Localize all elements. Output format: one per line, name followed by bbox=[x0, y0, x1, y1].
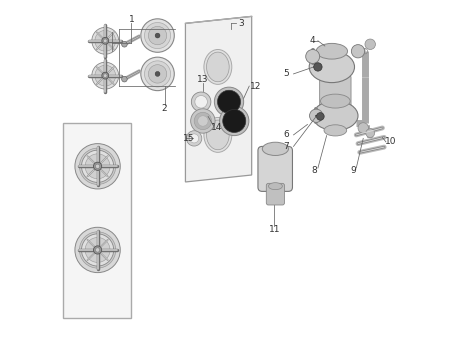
Ellipse shape bbox=[204, 118, 232, 152]
Circle shape bbox=[92, 27, 119, 54]
Ellipse shape bbox=[312, 101, 358, 131]
Circle shape bbox=[93, 162, 102, 170]
Circle shape bbox=[198, 116, 208, 126]
Text: 8: 8 bbox=[312, 166, 317, 175]
Circle shape bbox=[81, 234, 114, 266]
Text: 14: 14 bbox=[211, 124, 222, 132]
Text: 4: 4 bbox=[310, 36, 315, 45]
Circle shape bbox=[155, 71, 160, 76]
Circle shape bbox=[219, 106, 249, 135]
Circle shape bbox=[122, 42, 127, 47]
Ellipse shape bbox=[309, 51, 354, 83]
Text: 15: 15 bbox=[183, 134, 195, 143]
Circle shape bbox=[75, 144, 120, 189]
Text: 5: 5 bbox=[284, 69, 289, 78]
FancyBboxPatch shape bbox=[258, 146, 292, 191]
Circle shape bbox=[95, 248, 100, 252]
Circle shape bbox=[145, 22, 171, 49]
Ellipse shape bbox=[320, 94, 350, 108]
Circle shape bbox=[102, 72, 109, 79]
Circle shape bbox=[80, 232, 116, 268]
Circle shape bbox=[148, 65, 167, 83]
Text: 9: 9 bbox=[350, 166, 356, 175]
Circle shape bbox=[192, 92, 211, 112]
Ellipse shape bbox=[365, 39, 375, 49]
Circle shape bbox=[122, 76, 127, 82]
Ellipse shape bbox=[306, 49, 319, 63]
FancyBboxPatch shape bbox=[319, 76, 351, 107]
Text: 6: 6 bbox=[284, 131, 289, 139]
Polygon shape bbox=[186, 16, 252, 182]
Text: 12: 12 bbox=[249, 82, 261, 91]
Circle shape bbox=[85, 238, 110, 262]
Circle shape bbox=[95, 164, 100, 168]
Ellipse shape bbox=[352, 44, 365, 58]
FancyBboxPatch shape bbox=[266, 183, 285, 205]
Circle shape bbox=[92, 62, 119, 89]
Circle shape bbox=[85, 154, 110, 179]
Circle shape bbox=[191, 109, 215, 133]
Ellipse shape bbox=[204, 49, 232, 84]
FancyBboxPatch shape bbox=[63, 123, 132, 318]
Circle shape bbox=[190, 134, 199, 143]
Text: 10: 10 bbox=[385, 138, 397, 146]
Circle shape bbox=[75, 227, 120, 273]
Ellipse shape bbox=[358, 123, 368, 133]
Text: 13: 13 bbox=[197, 75, 209, 84]
Ellipse shape bbox=[262, 142, 288, 155]
Ellipse shape bbox=[310, 109, 323, 122]
Circle shape bbox=[95, 30, 116, 51]
Circle shape bbox=[141, 57, 174, 91]
Circle shape bbox=[223, 110, 246, 132]
Text: 2: 2 bbox=[162, 104, 167, 113]
Circle shape bbox=[155, 33, 160, 38]
Text: 1: 1 bbox=[128, 15, 134, 24]
Circle shape bbox=[314, 63, 322, 71]
Circle shape bbox=[148, 26, 167, 45]
Circle shape bbox=[103, 74, 107, 77]
Circle shape bbox=[145, 61, 171, 87]
Circle shape bbox=[95, 65, 116, 86]
Ellipse shape bbox=[206, 52, 229, 82]
Circle shape bbox=[214, 87, 244, 117]
Text: 7: 7 bbox=[284, 142, 289, 151]
Circle shape bbox=[194, 112, 212, 130]
Circle shape bbox=[81, 150, 114, 182]
Circle shape bbox=[93, 246, 102, 254]
Circle shape bbox=[186, 131, 202, 146]
Text: 11: 11 bbox=[269, 225, 280, 233]
Ellipse shape bbox=[366, 129, 375, 138]
Ellipse shape bbox=[268, 183, 282, 190]
Circle shape bbox=[103, 39, 107, 43]
Circle shape bbox=[102, 37, 109, 44]
Circle shape bbox=[141, 19, 174, 52]
Ellipse shape bbox=[324, 125, 347, 136]
Circle shape bbox=[80, 148, 116, 184]
Text: 3: 3 bbox=[239, 19, 244, 28]
Ellipse shape bbox=[206, 120, 229, 150]
Ellipse shape bbox=[316, 43, 347, 59]
Circle shape bbox=[195, 96, 207, 108]
Circle shape bbox=[317, 113, 324, 120]
Circle shape bbox=[218, 90, 240, 113]
